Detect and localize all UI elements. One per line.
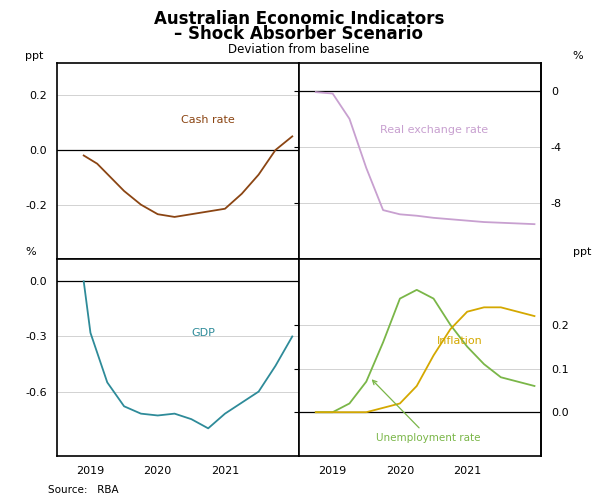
Text: ppt: ppt xyxy=(573,247,591,258)
Text: Unemployment rate: Unemployment rate xyxy=(373,380,481,442)
Text: Deviation from baseline: Deviation from baseline xyxy=(228,43,370,56)
Text: Cash rate: Cash rate xyxy=(181,115,235,125)
Text: – Shock Absorber Scenario: – Shock Absorber Scenario xyxy=(175,25,423,43)
Text: %: % xyxy=(25,247,36,258)
Text: GDP: GDP xyxy=(191,329,215,339)
Text: Australian Economic Indicators: Australian Economic Indicators xyxy=(154,10,444,28)
Text: Source:   RBA: Source: RBA xyxy=(48,485,118,495)
Text: Inflation: Inflation xyxy=(437,337,483,347)
Text: ppt: ppt xyxy=(25,51,44,61)
Text: %: % xyxy=(573,51,583,61)
Text: Real exchange rate: Real exchange rate xyxy=(380,125,488,135)
